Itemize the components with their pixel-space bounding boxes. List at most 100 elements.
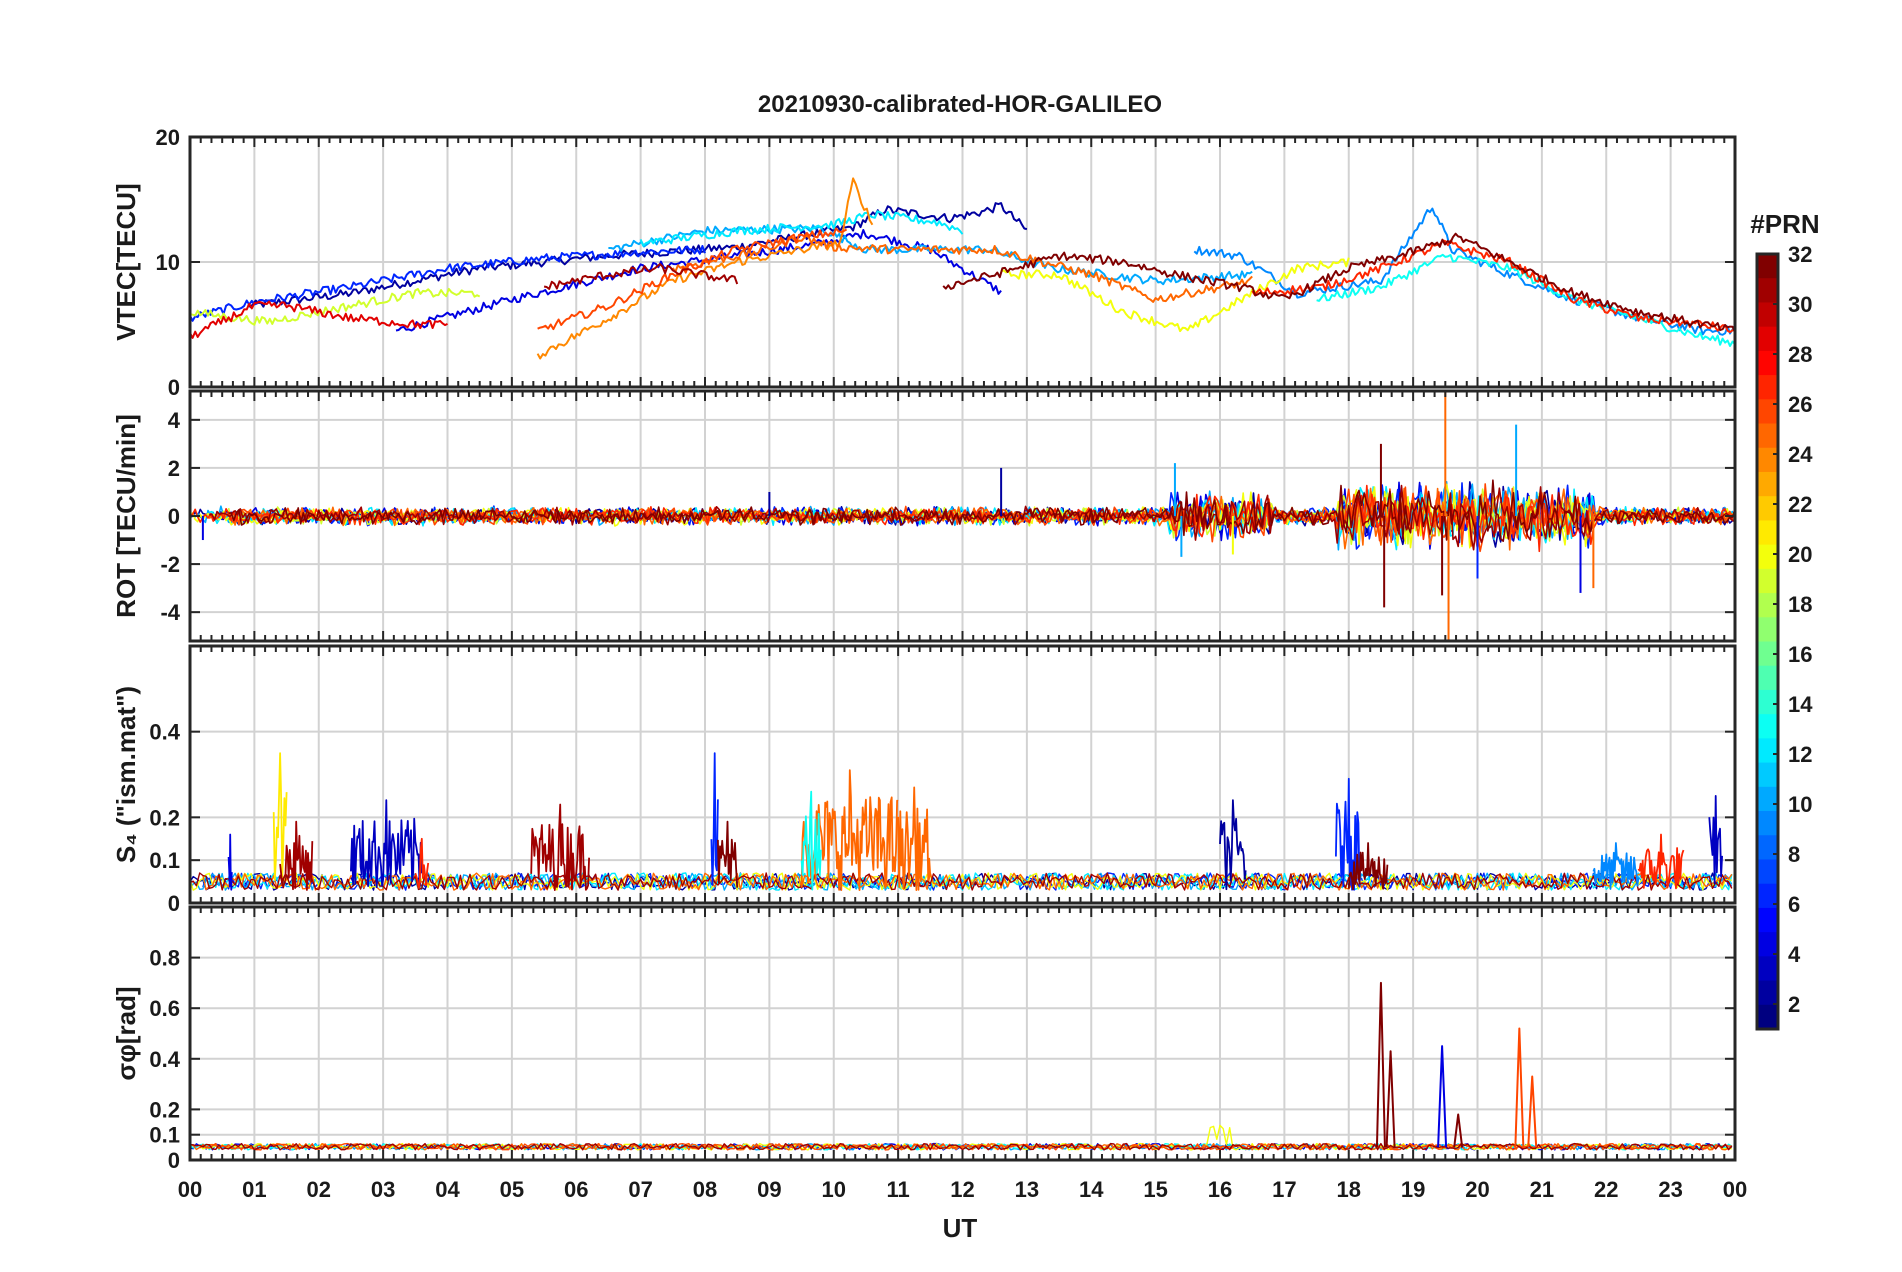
x-tick-label: 17 xyxy=(1272,1177,1296,1202)
panel-vtec: 0 10 20 VTEC[TECU] xyxy=(111,125,1737,400)
y-axis-label: VTEC[TECU] xyxy=(111,183,141,340)
colorbar-segment xyxy=(1757,423,1778,449)
colorbar-tick-label: 20 xyxy=(1788,542,1812,567)
y-tick-label: 0.2 xyxy=(149,1097,180,1122)
colorbar-segment xyxy=(1757,399,1778,425)
y-tick-label: 0 xyxy=(168,375,180,400)
colorbar-label: #PRN xyxy=(1750,209,1819,239)
colorbar-tick-label: 16 xyxy=(1788,642,1812,667)
colorbar-segment xyxy=(1757,762,1778,788)
sigma-spike xyxy=(1453,1113,1464,1148)
colorbar-segment xyxy=(1757,907,1778,933)
sigma-spike xyxy=(1385,1050,1396,1148)
colorbar-segment xyxy=(1757,520,1778,546)
y-axis-label: S₄ ("ism.mat") xyxy=(111,686,141,863)
s4-burst-prn-6 xyxy=(1335,777,1363,891)
rot-series-prn-32 xyxy=(228,479,1736,542)
y-tick-label: -4 xyxy=(160,600,180,625)
s4-burst-prn-32 xyxy=(717,820,739,888)
colorbar-tick-label: 12 xyxy=(1788,742,1812,767)
s4-burst-prn-13 xyxy=(800,790,822,891)
s4-burst-prn-3 xyxy=(1708,795,1723,885)
vtec-series-prn-27 xyxy=(1251,239,1736,334)
s4-burst-prn-31 xyxy=(279,820,314,891)
x-tick-label: 09 xyxy=(757,1177,781,1202)
colorbar-segment xyxy=(1757,738,1778,764)
sigma-spike xyxy=(1375,981,1386,1148)
colorbar-segment xyxy=(1757,1004,1778,1030)
colorbar-segment xyxy=(1757,835,1778,861)
colorbar-tick-label: 18 xyxy=(1788,592,1812,617)
x-tick-label: 11 xyxy=(886,1177,909,1202)
colorbar-segment xyxy=(1757,932,1778,957)
vtec-series-prn-12 xyxy=(639,210,964,247)
y-tick-label: 0.4 xyxy=(149,720,180,745)
vtec-series-prn-26 xyxy=(537,227,848,331)
x-tick-label: 00 xyxy=(178,1177,202,1202)
colorbar-segment xyxy=(1757,811,1778,836)
y-tick-label: 0.1 xyxy=(149,848,180,873)
colorbar-segment xyxy=(1757,786,1778,812)
colorbar-tick-label: 32 xyxy=(1788,242,1812,267)
colorbar-segment xyxy=(1757,350,1778,376)
y-tick-label: 4 xyxy=(168,408,181,433)
colorbar-tick-label: 30 xyxy=(1788,292,1812,317)
y-tick-label: 0.1 xyxy=(149,1123,180,1148)
x-tick-label: 08 xyxy=(693,1177,717,1202)
colorbar-segment xyxy=(1757,375,1778,400)
y-tick-label: 0.2 xyxy=(149,805,180,830)
colorbar-frame xyxy=(1755,252,1780,1031)
colorbar-tick-label: 26 xyxy=(1788,392,1812,417)
vtec-series-prn-25 xyxy=(671,234,1253,303)
x-tick-label: 12 xyxy=(950,1177,974,1202)
y-tick-label: 0 xyxy=(168,1148,180,1173)
panel-sigma_phi: 00.10.2 0.4 0.6 0.8 σφ[rad] xyxy=(111,905,1737,1173)
y-tick-label: 0 xyxy=(168,891,180,916)
colorbar-segment xyxy=(1757,254,1778,279)
x-tick-label: 19 xyxy=(1401,1177,1425,1202)
x-tick-label: 04 xyxy=(435,1177,460,1202)
colorbar-tick-label: 22 xyxy=(1788,492,1812,517)
x-tick-label: 20 xyxy=(1465,1177,1489,1202)
colorbar-segment xyxy=(1757,617,1778,643)
x-tick-label: 18 xyxy=(1337,1177,1361,1202)
x-tick-label: 21 xyxy=(1530,1177,1554,1202)
y-tick-label: 10 xyxy=(156,250,180,275)
s4-burst-prn-4 xyxy=(227,833,233,891)
x-tick-label: 10 xyxy=(822,1177,846,1202)
s4-baseline-prn-31 xyxy=(189,872,1733,891)
sigma-baseline-prn-31 xyxy=(189,1142,1733,1151)
colorbar-segment xyxy=(1757,544,1778,570)
colorbar: 32 30 28 26 24 22 20 18 16 14 12 10 8 6 4 2 #PRN xyxy=(1750,209,1820,1031)
colorbar-tick-label: 8 xyxy=(1788,842,1800,867)
vtec-series-prn-32 xyxy=(942,232,1736,333)
s4-burst-prn-9 xyxy=(1592,842,1640,890)
s4-burst-prn-31 xyxy=(530,803,590,891)
chart-title: 20210930-calibrated-HOR-GALILEO xyxy=(758,91,1162,118)
x-tick-label: 01 xyxy=(242,1177,266,1202)
colorbar-segment xyxy=(1757,568,1778,594)
s4-burst-prn-32 xyxy=(1347,842,1389,891)
colorbar-tick-label: 28 xyxy=(1788,342,1812,367)
x-axis-label: UT xyxy=(943,1213,978,1243)
colorbar-segment xyxy=(1757,665,1778,691)
data-layer xyxy=(189,177,1736,360)
colorbar-segment xyxy=(1757,980,1778,1006)
vtec-series-prn-31 xyxy=(543,263,739,290)
x-tick-label: 06 xyxy=(564,1177,588,1202)
x-tick-label: 23 xyxy=(1658,1177,1682,1202)
y-tick-label: 0 xyxy=(168,504,180,529)
y-axis-label: σφ[rad] xyxy=(111,986,141,1080)
y-tick-label: 2 xyxy=(168,456,180,481)
colorbar-tick-label: 14 xyxy=(1788,692,1813,717)
sigma-spike xyxy=(1514,1027,1525,1148)
colorbar-tick-label: 24 xyxy=(1788,442,1813,467)
panel-rot: -4 -2 0 2 4 ROT [TECU/min] xyxy=(111,389,1737,643)
y-tick-label: 20 xyxy=(156,125,180,150)
x-tick-label: 03 xyxy=(371,1177,395,1202)
x-tick-label: 00 xyxy=(1723,1177,1747,1202)
s4-burst-prn-25 xyxy=(897,786,932,891)
s4-burst-prn-6 xyxy=(710,752,719,886)
panel-s4: 0 0.1 0.2 0.4 S₄ ("ism.mat") xyxy=(111,644,1737,916)
